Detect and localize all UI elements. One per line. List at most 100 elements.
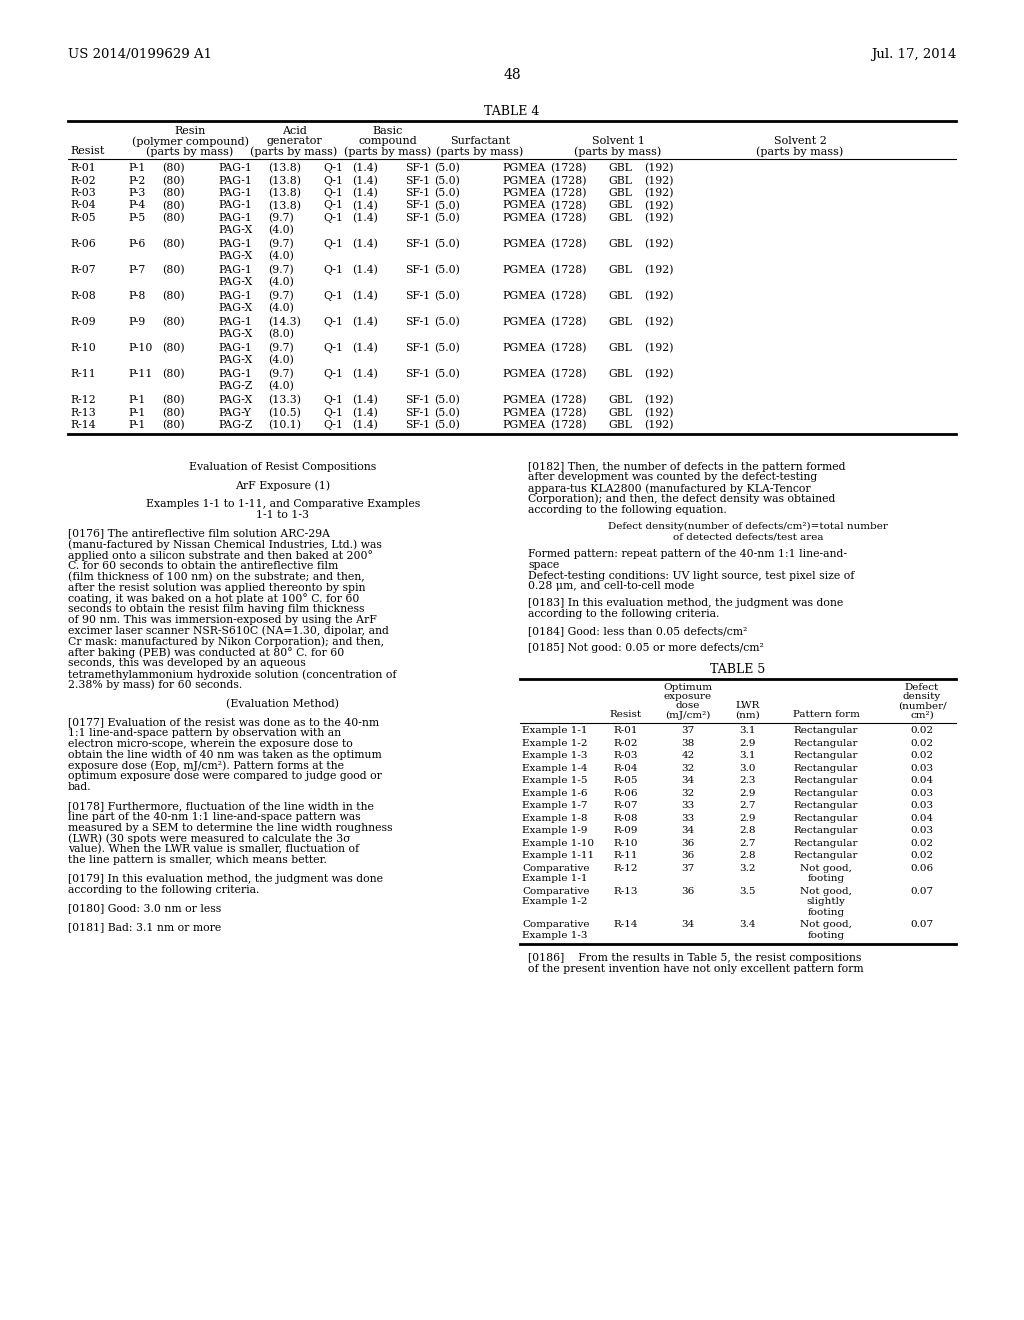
Text: 38: 38 [681, 739, 694, 748]
Text: Example 1-8: Example 1-8 [522, 814, 588, 822]
Text: according to the following criteria.: according to the following criteria. [528, 609, 720, 619]
Text: PGMEA: PGMEA [502, 395, 545, 405]
Text: (192): (192) [644, 408, 674, 418]
Text: SF-1: SF-1 [406, 420, 430, 430]
Text: 36: 36 [681, 851, 694, 861]
Text: (192): (192) [644, 343, 674, 354]
Text: 0.04: 0.04 [910, 814, 934, 822]
Text: exposure: exposure [664, 693, 712, 701]
Text: (1.4): (1.4) [352, 213, 378, 223]
Text: SF-1: SF-1 [406, 370, 430, 379]
Text: (LWR) (30 spots were measured to calculate the 3σ: (LWR) (30 spots were measured to calcula… [68, 833, 350, 843]
Text: 3.0: 3.0 [739, 764, 757, 774]
Text: (manu-factured by Nissan Chemical Industries, Ltd.) was: (manu-factured by Nissan Chemical Indust… [68, 540, 382, 550]
Text: PAG-1
PAG-X: PAG-1 PAG-X [218, 290, 252, 313]
Text: 0.02: 0.02 [910, 726, 934, 735]
Text: 0.03: 0.03 [910, 789, 934, 799]
Text: 32: 32 [681, 789, 694, 799]
Text: PGMEA: PGMEA [502, 239, 545, 249]
Text: GBL: GBL [608, 201, 632, 210]
Text: TABLE 4: TABLE 4 [484, 106, 540, 117]
Text: 36: 36 [681, 887, 694, 896]
Text: Not good,: Not good, [800, 887, 852, 896]
Text: of detected defects/test area: of detected defects/test area [673, 532, 823, 541]
Text: (192): (192) [644, 395, 674, 405]
Text: P-6: P-6 [128, 239, 145, 249]
Text: according to the following equation.: according to the following equation. [528, 504, 727, 515]
Text: (1728): (1728) [550, 213, 587, 223]
Text: Q-1: Q-1 [323, 201, 343, 210]
Text: PAG-1
PAG-X: PAG-1 PAG-X [218, 317, 252, 339]
Text: Q-1: Q-1 [323, 265, 343, 275]
Text: 0.02: 0.02 [910, 751, 934, 760]
Text: (1.4): (1.4) [352, 317, 378, 327]
Text: [0184] Good: less than 0.05 defects/cm²: [0184] Good: less than 0.05 defects/cm² [528, 626, 748, 636]
Text: (192): (192) [644, 187, 674, 198]
Text: Defect-testing conditions: UV light source, test pixel size of: Defect-testing conditions: UV light sour… [528, 570, 854, 581]
Text: 2.38% by mass) for 60 seconds.: 2.38% by mass) for 60 seconds. [68, 680, 243, 690]
Text: 2.8: 2.8 [739, 851, 757, 861]
Text: GBL: GBL [608, 420, 632, 430]
Text: (5.0): (5.0) [434, 162, 460, 173]
Text: 37: 37 [681, 726, 694, 735]
Text: 34: 34 [681, 826, 694, 836]
Text: Example 1-6: Example 1-6 [522, 789, 588, 799]
Text: Cr mask: manufactured by Nikon Corporation); and then,: Cr mask: manufactured by Nikon Corporati… [68, 636, 384, 647]
Text: PGMEA: PGMEA [502, 176, 545, 186]
Text: 0.07: 0.07 [910, 920, 934, 929]
Text: R-14: R-14 [613, 920, 638, 929]
Text: PAG-1
PAG-X: PAG-1 PAG-X [218, 343, 252, 364]
Text: 42: 42 [681, 751, 694, 760]
Text: (1728): (1728) [550, 343, 587, 354]
Text: Q-1: Q-1 [323, 343, 343, 352]
Text: (parts by mass): (parts by mass) [574, 147, 662, 157]
Text: (parts by mass): (parts by mass) [344, 147, 432, 157]
Text: 2.9: 2.9 [739, 739, 757, 748]
Text: (1.4): (1.4) [352, 370, 378, 379]
Text: Corporation); and then, the defect density was obtained: Corporation); and then, the defect densi… [528, 494, 836, 504]
Text: (80): (80) [162, 317, 184, 327]
Text: (9.7): (9.7) [268, 265, 294, 276]
Text: R-03: R-03 [70, 187, 96, 198]
Text: density: density [903, 693, 941, 701]
Text: (5.0): (5.0) [434, 420, 460, 430]
Text: (4.0): (4.0) [268, 355, 294, 366]
Text: (13.8): (13.8) [268, 187, 301, 198]
Text: Q-1: Q-1 [323, 213, 343, 223]
Text: Defect: Defect [905, 684, 939, 693]
Text: (80): (80) [162, 187, 184, 198]
Text: SF-1: SF-1 [406, 408, 430, 417]
Text: Optimum: Optimum [664, 684, 713, 693]
Text: Defect density(number of defects/cm²)=total number: Defect density(number of defects/cm²)=to… [608, 521, 888, 531]
Text: Examples 1-1 to 1-11, and Comparative Examples: Examples 1-1 to 1-11, and Comparative Ex… [145, 499, 420, 510]
Text: space: space [528, 560, 559, 570]
Text: [0182] Then, the number of defects in the pattern formed: [0182] Then, the number of defects in th… [528, 462, 846, 471]
Text: Jul. 17, 2014: Jul. 17, 2014 [870, 48, 956, 61]
Text: 2.9: 2.9 [739, 789, 757, 799]
Text: PAG-X: PAG-X [218, 395, 252, 405]
Text: after baking (PEB) was conducted at 80° C. for 60: after baking (PEB) was conducted at 80° … [68, 648, 344, 659]
Text: 2.7: 2.7 [739, 840, 757, 847]
Text: Basic: Basic [373, 125, 403, 136]
Text: line part of the 40-nm 1:1 line-and-space pattern was: line part of the 40-nm 1:1 line-and-spac… [68, 812, 360, 822]
Text: (14.3): (14.3) [268, 317, 301, 327]
Text: (1.4): (1.4) [352, 265, 378, 276]
Text: R-10: R-10 [613, 840, 638, 847]
Text: PGMEA: PGMEA [502, 408, 545, 417]
Text: (10.1): (10.1) [268, 420, 301, 430]
Text: (192): (192) [644, 239, 674, 249]
Text: SF-1: SF-1 [406, 213, 430, 223]
Text: Comparative: Comparative [522, 887, 590, 896]
Text: [0181] Bad: 3.1 nm or more: [0181] Bad: 3.1 nm or more [68, 923, 221, 932]
Text: (8.0): (8.0) [268, 329, 294, 339]
Text: (5.0): (5.0) [434, 201, 460, 211]
Text: Q-1: Q-1 [323, 317, 343, 327]
Text: (80): (80) [162, 176, 184, 186]
Text: Rectangular: Rectangular [794, 776, 858, 785]
Text: (192): (192) [644, 265, 674, 276]
Text: Example 1-10: Example 1-10 [522, 840, 594, 847]
Text: R-11: R-11 [70, 370, 96, 379]
Text: GBL: GBL [608, 213, 632, 223]
Text: Not good,: Not good, [800, 865, 852, 873]
Text: 0.02: 0.02 [910, 739, 934, 748]
